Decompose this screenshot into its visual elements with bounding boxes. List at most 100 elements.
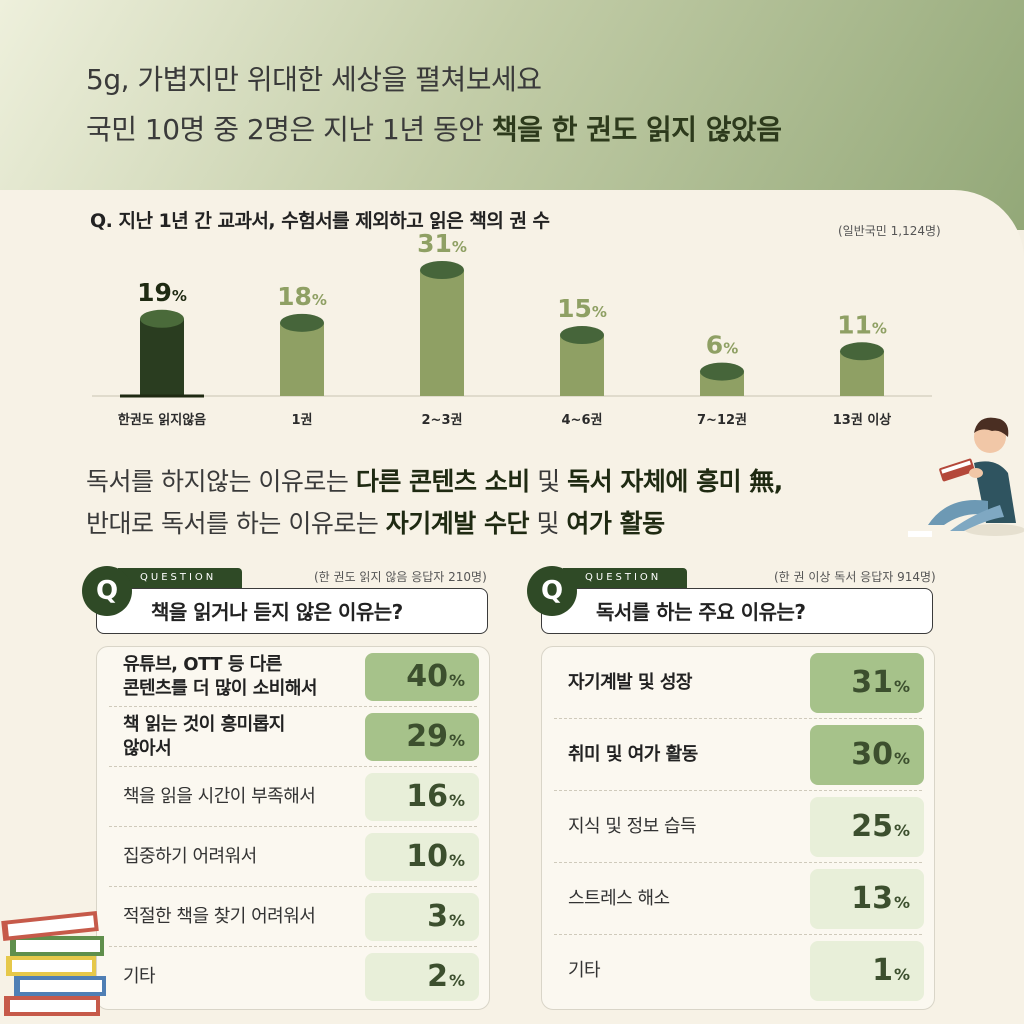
reason-value-unit: % bbox=[448, 911, 465, 930]
reason-value-number: 25 bbox=[851, 809, 893, 844]
reason-row: 취미 및 여가 활동 30% bbox=[542, 719, 934, 791]
row-separator bbox=[554, 934, 922, 935]
reason-value: 40% bbox=[365, 653, 479, 701]
reason-row: 책 읽는 것이 흥미롭지 않아서 29% bbox=[97, 707, 489, 767]
reason-value: 16% bbox=[365, 773, 479, 821]
reason-row: 집중하기 어려워서 10% bbox=[97, 827, 489, 887]
reason-value-unit: % bbox=[893, 965, 910, 984]
line1-segment: 독서를 하지않는 이유로는 bbox=[86, 467, 356, 496]
headline-2-plain: 국민 10명 중 2명은 지난 1년 동안 bbox=[86, 113, 492, 146]
headline-1: 5g, 가볍지만 위대한 세상을 펼쳐보세요 bbox=[86, 63, 542, 96]
line2-segment: 반대로 독서를 하는 이유로는 bbox=[86, 509, 386, 538]
data-label: 15% bbox=[557, 294, 607, 323]
bar bbox=[420, 270, 464, 396]
row-separator bbox=[554, 718, 922, 719]
reason-value-number: 1 bbox=[872, 953, 893, 988]
reason-value: 29% bbox=[365, 713, 479, 761]
reason-row: 유튜브, OTT 등 다른 콘텐츠를 더 많이 소비해서 40% bbox=[97, 647, 489, 707]
reason-label: 집중하기 어려워서 bbox=[123, 846, 257, 867]
reason-label: 책 읽는 것이 흥미롭지 않아서 bbox=[123, 714, 285, 759]
reason-value: 31% bbox=[810, 653, 924, 713]
reason-value: 30% bbox=[810, 725, 924, 785]
category-label: 1권 bbox=[291, 413, 312, 428]
left-q-badge: Q bbox=[82, 566, 132, 616]
bar bbox=[560, 335, 604, 396]
bar-cap bbox=[700, 362, 744, 381]
bar-cap bbox=[840, 342, 884, 361]
line1-segment: 독서 자체에 흥미 無, bbox=[567, 467, 783, 496]
reason-value-unit: % bbox=[448, 971, 465, 990]
reason-row: 지식 및 정보 습득 25% bbox=[542, 791, 934, 863]
line2-segment: 여가 활동 bbox=[566, 509, 665, 538]
survey-question: Q. 지난 1년 간 교과서, 수험서를 제외하고 읽은 책의 권 수 bbox=[90, 210, 550, 232]
row-separator bbox=[109, 946, 477, 947]
reader-illustration bbox=[908, 417, 1024, 537]
reason-row: 기타 2% bbox=[97, 947, 489, 1007]
reason-value: 25% bbox=[810, 797, 924, 857]
headline-2-bold: 책을 한 권도 읽지 않았음 bbox=[491, 113, 782, 146]
data-label: 6% bbox=[706, 331, 738, 360]
reason-value-unit: % bbox=[893, 677, 910, 696]
row-separator bbox=[554, 862, 922, 863]
category-label: 4~6권 bbox=[562, 413, 603, 428]
reason-value-number: 31 bbox=[851, 665, 893, 700]
summary-line-1: 독서를 하지않는 이유로는 다른 콘텐츠 소비 및 독서 자체에 흥미 無, bbox=[86, 462, 783, 498]
reason-label: 자기계발 및 성장 bbox=[568, 672, 692, 693]
right-reasons-card: 자기계발 및 성장 31% 취미 및 여가 활동 30% 지식 및 정보 습득 25% 스트… bbox=[541, 646, 935, 1010]
reason-label: 기타 bbox=[123, 966, 156, 987]
reason-value: 1% bbox=[810, 941, 924, 1001]
category-label: 13권 이상 bbox=[833, 412, 892, 428]
reason-value-number: 40 bbox=[406, 659, 448, 694]
data-label: 18% bbox=[277, 282, 327, 311]
row-separator bbox=[554, 790, 922, 791]
data-label: 19% bbox=[137, 278, 187, 307]
right-question-title: 독서를 하는 주요 이유는? bbox=[541, 588, 933, 634]
row-separator bbox=[109, 766, 477, 767]
row-separator bbox=[109, 886, 477, 887]
reason-label: 지식 및 정보 습득 bbox=[568, 816, 697, 837]
reason-value: 3% bbox=[365, 893, 479, 941]
line2-segment: 자기계발 수단 bbox=[385, 509, 530, 538]
line1-segment: 및 bbox=[529, 467, 568, 496]
reason-value-number: 13 bbox=[851, 881, 893, 916]
reason-value-number: 10 bbox=[406, 839, 448, 874]
right-q-badge: Q bbox=[527, 566, 577, 616]
reason-value-number: 2 bbox=[427, 959, 448, 994]
reason-label: 책을 읽을 시간이 부족해서 bbox=[123, 786, 316, 807]
reason-value-unit: % bbox=[448, 671, 465, 690]
bar bbox=[280, 322, 324, 396]
data-label: 11% bbox=[837, 310, 887, 339]
reason-value: 10% bbox=[365, 833, 479, 881]
category-label: 한권도 읽지않음 bbox=[118, 412, 206, 428]
bar-cap bbox=[280, 313, 324, 332]
bar-cap bbox=[560, 326, 604, 345]
reason-value-unit: % bbox=[893, 749, 910, 768]
reason-row: 기타 1% bbox=[542, 935, 934, 1007]
reason-row: 자기계발 및 성장 31% bbox=[542, 647, 934, 719]
reason-value-number: 3 bbox=[427, 899, 448, 934]
bar bbox=[140, 318, 184, 396]
reason-value-unit: % bbox=[448, 851, 465, 870]
survey-sample: (일반국민 1,124명) bbox=[838, 224, 941, 238]
reason-label: 취미 및 여가 활동 bbox=[568, 744, 698, 765]
reason-label: 기타 bbox=[568, 960, 601, 981]
reason-row: 스트레스 해소 13% bbox=[542, 863, 934, 935]
reason-value-number: 30 bbox=[851, 737, 893, 772]
bar-chart: 19% 한권도 읽지않음 18% 1권 31% 2~3권 15% 4~6권 6% 7~12권 11%… bbox=[92, 230, 932, 428]
reason-value: 13% bbox=[810, 869, 924, 929]
bar-cap bbox=[140, 309, 184, 328]
reason-value-number: 29 bbox=[406, 719, 448, 754]
line2-segment: 및 bbox=[529, 509, 567, 538]
row-separator bbox=[109, 706, 477, 707]
left-question-title: 책을 읽거나 듣지 않은 이유는? bbox=[96, 588, 488, 634]
reason-value-unit: % bbox=[448, 791, 465, 810]
reason-value-unit: % bbox=[893, 893, 910, 912]
reason-label: 적절한 책을 찾기 어려워서 bbox=[123, 906, 316, 927]
right-question-tag: QUESTION bbox=[563, 568, 687, 588]
reason-label: 유튜브, OTT 등 다른 콘텐츠를 더 많이 소비해서 bbox=[123, 654, 317, 699]
row-separator bbox=[109, 826, 477, 827]
data-label: 31% bbox=[417, 230, 467, 258]
reason-label: 스트레스 해소 bbox=[568, 888, 670, 909]
summary-line-2: 반대로 독서를 하는 이유로는 자기계발 수단 및 여가 활동 bbox=[86, 504, 665, 540]
left-sample: (한 권도 읽지 않음 응답자 210명) bbox=[314, 570, 487, 584]
